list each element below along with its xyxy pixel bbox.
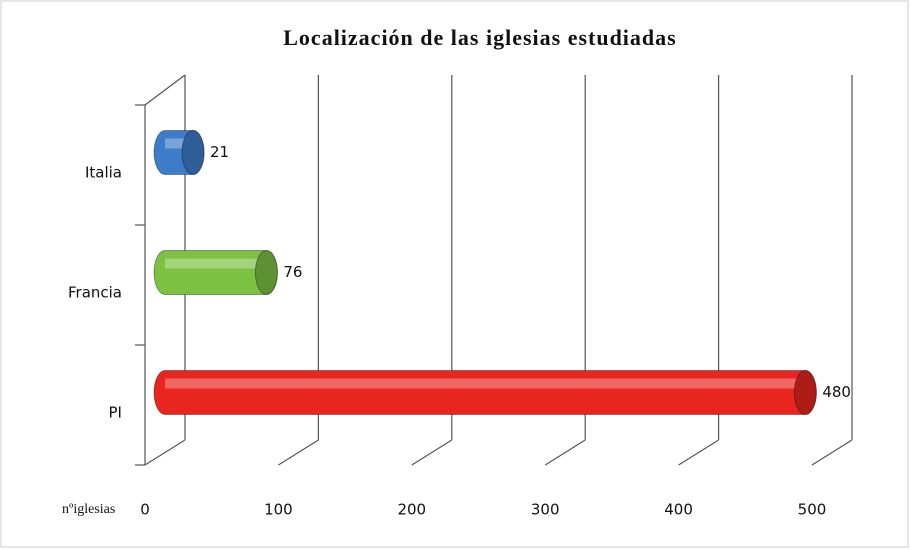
x-tick-label: 100 <box>264 501 293 519</box>
grid-line <box>411 439 453 466</box>
data-label: 480 <box>822 383 851 401</box>
grid-line <box>544 439 586 466</box>
bar-cap <box>181 130 205 175</box>
y-tick-label: Italia <box>85 164 122 182</box>
bar-highlight <box>165 138 194 149</box>
grid-line <box>144 439 186 466</box>
bar-cap <box>254 250 278 295</box>
x-tick-label: 300 <box>531 501 560 519</box>
bar-highlight <box>165 258 267 269</box>
walls <box>135 74 186 466</box>
grid-line <box>678 439 719 466</box>
grid-line <box>811 439 853 466</box>
x-tick-label: 200 <box>397 501 426 519</box>
bar <box>153 370 817 415</box>
x-tick-label: 500 <box>798 501 827 519</box>
data-label: 76 <box>283 263 302 281</box>
bar-cap <box>793 370 817 415</box>
y-tick-label: Francia <box>68 284 122 302</box>
grid-line <box>278 439 319 466</box>
data-label: 21 <box>210 143 229 161</box>
left-top-edge <box>144 74 186 106</box>
x-tick-label: 0 <box>140 501 150 519</box>
bar-highlight <box>165 378 806 389</box>
x-tick-label: 400 <box>664 501 693 519</box>
x-axis-label: nºiglesias <box>62 502 115 517</box>
y-tick-label: PI <box>109 404 122 422</box>
chart-title: Localización de las iglesias estudiadas <box>283 25 676 50</box>
